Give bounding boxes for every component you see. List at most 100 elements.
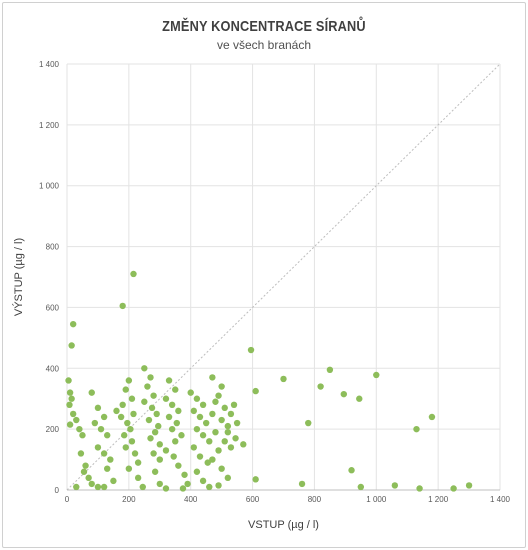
data-point <box>356 395 363 402</box>
data-point <box>196 413 204 421</box>
data-point <box>168 401 176 408</box>
data-point <box>227 444 235 451</box>
data-point <box>252 476 259 483</box>
data-point <box>224 428 232 436</box>
data-point <box>190 444 198 451</box>
data-point <box>391 482 399 489</box>
data-point <box>73 483 80 491</box>
data-point <box>348 467 355 474</box>
data-point <box>168 425 176 433</box>
data-point <box>215 392 222 399</box>
data-point <box>247 346 255 354</box>
data-point <box>184 480 191 488</box>
y-tick-label: 400 <box>46 364 60 373</box>
data-point <box>209 456 216 463</box>
data-point <box>317 383 324 390</box>
data-point <box>326 366 334 374</box>
data-point <box>124 419 131 427</box>
x-tick-label: 600 <box>246 495 260 504</box>
data-point <box>428 413 436 421</box>
data-point <box>193 395 201 402</box>
data-point <box>215 482 222 489</box>
data-point <box>104 465 111 472</box>
x-tick-label: 1 200 <box>428 495 449 504</box>
y-axis-label: VÝSTUP (µg / l) <box>12 238 25 316</box>
data-point <box>125 377 133 384</box>
data-point <box>230 401 238 408</box>
data-point <box>156 441 163 448</box>
data-point <box>193 468 201 475</box>
x-tick-label: 1 000 <box>366 495 387 504</box>
x-tick-label: 200 <box>122 495 136 504</box>
data-point <box>357 483 365 491</box>
y-tick-label: 1 400 <box>39 60 60 69</box>
data-point <box>151 468 159 475</box>
data-point <box>187 389 194 396</box>
data-point <box>162 395 170 402</box>
data-point <box>66 401 73 408</box>
data-point <box>199 477 207 485</box>
data-point <box>233 419 241 427</box>
data-point <box>170 453 177 460</box>
data-point <box>147 435 154 442</box>
grid <box>66 63 501 491</box>
data-point <box>68 342 75 349</box>
data-point <box>144 383 151 390</box>
data-point <box>416 485 423 492</box>
data-point <box>145 416 153 424</box>
data-point <box>88 480 95 488</box>
data-point <box>204 459 211 466</box>
x-axis-ticks: 0 200 400 600 800 1 000 1 200 1 400 <box>65 495 511 504</box>
data-point <box>221 404 228 412</box>
x-axis-label: VSTUP (µg / l) <box>248 519 319 531</box>
data-point <box>66 421 74 428</box>
chart-subtitle: ve všech branách <box>216 38 312 52</box>
data-point <box>73 416 80 424</box>
data-point <box>69 320 77 328</box>
data-point <box>156 456 163 463</box>
data-point <box>131 450 139 457</box>
x-tick-label: 400 <box>184 495 198 504</box>
data-point <box>88 389 95 396</box>
data-point <box>104 432 111 439</box>
x-tick-label: 800 <box>308 495 322 504</box>
data-point <box>139 483 146 491</box>
data-point <box>465 482 473 489</box>
data-point <box>232 435 239 442</box>
data-point <box>199 432 207 439</box>
data-point <box>134 459 142 466</box>
data-point <box>212 428 219 436</box>
y-tick-label: 0 <box>55 486 60 495</box>
data-point <box>110 477 117 485</box>
data-point <box>76 425 83 433</box>
data-point <box>373 371 380 379</box>
data-point <box>175 462 182 469</box>
data-point <box>240 441 247 448</box>
data-point <box>147 374 154 381</box>
data-point <box>150 392 157 399</box>
data-point <box>199 401 207 408</box>
data-point <box>130 410 137 418</box>
data-point <box>196 453 204 460</box>
data-point <box>227 410 235 418</box>
data-point <box>252 387 259 395</box>
y-axis-ticks: 0 200 400 600 800 1 000 1 200 1 400 <box>39 60 60 495</box>
data-point <box>68 395 75 402</box>
data-point <box>119 302 126 310</box>
data-point <box>121 432 128 439</box>
data-point <box>202 419 210 427</box>
data-point <box>172 438 179 445</box>
data-point <box>100 483 108 491</box>
data-point <box>125 465 133 472</box>
data-point <box>128 395 136 402</box>
data-point <box>206 438 213 445</box>
data-point <box>155 422 162 430</box>
data-point <box>65 377 72 384</box>
data-point <box>122 444 129 451</box>
data-point <box>117 413 125 421</box>
data-point <box>153 410 160 418</box>
reference-line <box>66 63 501 491</box>
data-point <box>280 375 287 383</box>
data-point <box>162 485 170 492</box>
x-tick-label: 0 <box>65 495 70 504</box>
